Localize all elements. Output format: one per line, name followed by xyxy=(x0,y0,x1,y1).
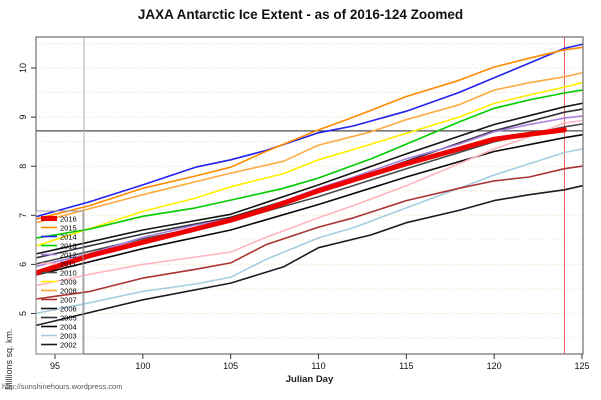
legend-label-2006: 2006 xyxy=(60,304,77,313)
series-line-2011 xyxy=(36,119,583,287)
legend-label-2008: 2008 xyxy=(60,286,77,295)
x-tick-label: 115 xyxy=(399,361,413,371)
legend-label-2004: 2004 xyxy=(60,322,77,331)
series-line-2016 xyxy=(36,127,567,276)
legend-label-2011: 2011 xyxy=(60,259,76,268)
y-tick-label: 8 xyxy=(18,164,28,169)
legend-label-2005: 2005 xyxy=(60,313,77,322)
series-line-2008 xyxy=(36,72,583,224)
legend-label-2007: 2007 xyxy=(60,295,77,304)
legend: 2016201520142013201220112010200920082007… xyxy=(35,210,84,355)
chart-title: JAXA Antarctic Ice Extent - as of 2016-1… xyxy=(137,7,464,22)
legend-label-2009: 2009 xyxy=(60,277,77,286)
series-line-2013 xyxy=(36,89,583,239)
legend-label-2015: 2015 xyxy=(60,223,77,232)
series-line-2006 xyxy=(36,102,583,255)
x-tick-label: 105 xyxy=(223,361,238,371)
x-tick-label: 95 xyxy=(50,361,60,371)
legend-label-2016: 2016 xyxy=(60,214,77,223)
legend-label-2010: 2010 xyxy=(60,268,77,277)
legend-label-2003: 2003 xyxy=(60,331,77,340)
legend-box xyxy=(35,210,84,355)
series-line-2004 xyxy=(36,134,583,276)
series-line-2002 xyxy=(36,185,583,327)
footer-url: http://sunshinehours.wordpress.com xyxy=(2,382,123,391)
legend-label-2002: 2002 xyxy=(60,340,77,349)
x-tick-label: 100 xyxy=(135,361,150,371)
x-axis-title: Julian Day xyxy=(285,374,334,385)
series-line-2015 xyxy=(36,46,583,220)
x-tick-label: 110 xyxy=(311,361,325,371)
legend-label-2012: 2012 xyxy=(60,250,77,259)
x-tick-label: 125 xyxy=(574,361,589,371)
plot-border xyxy=(35,36,584,355)
y-tick-label: 9 xyxy=(18,115,28,120)
plot-lines-group xyxy=(36,37,583,354)
y-axis-title: Millions sq. km. xyxy=(4,328,14,390)
y-tick-label: 7 xyxy=(18,213,28,218)
y-tick-label: 10 xyxy=(18,63,28,73)
series-line-2003 xyxy=(36,148,583,315)
y-tick-label: 6 xyxy=(18,262,28,267)
x-tick-label: 120 xyxy=(487,361,502,371)
series-line-2009 xyxy=(36,81,583,247)
legend-label-2014: 2014 xyxy=(60,232,77,241)
series-line-2014 xyxy=(36,43,583,218)
legend-label-2013: 2013 xyxy=(60,241,77,250)
y-tick-label: 5 xyxy=(18,311,28,316)
series-line-2007 xyxy=(36,165,583,300)
